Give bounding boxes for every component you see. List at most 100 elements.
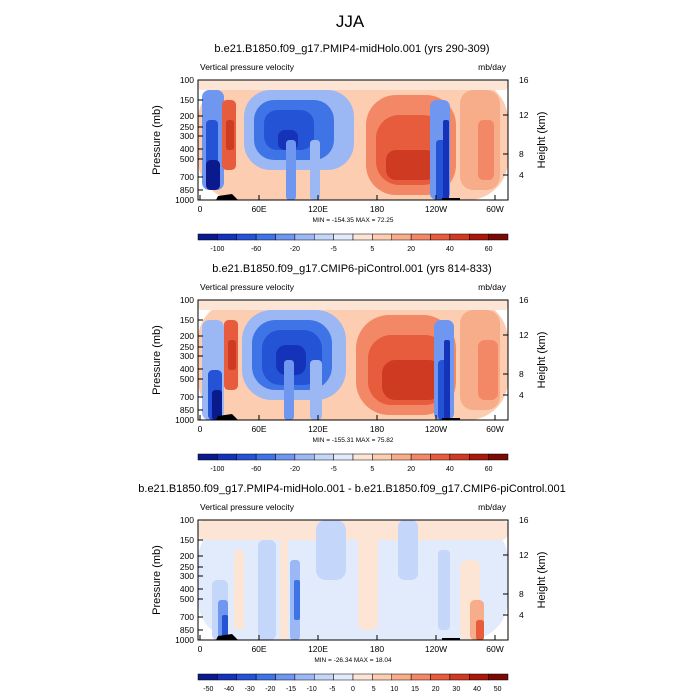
colorbar-swatch — [217, 453, 237, 461]
figure-title: JJA — [336, 12, 365, 31]
colorbar-label: 40 — [446, 466, 454, 473]
y-tick-label: 700 — [180, 392, 194, 402]
y-axis-title: Pressure (mb) — [151, 545, 163, 615]
colorbar-label: 0 — [351, 686, 355, 693]
plot-frame — [197, 299, 509, 421]
contour-region — [212, 390, 222, 420]
y-right-axis-title: Height (km) — [536, 332, 548, 389]
terrain-mask — [216, 634, 238, 640]
panel-title: b.e21.B1850.f09_g17.PMIP4-midHolo.001 (y… — [214, 43, 489, 55]
x-tick-label: 60W — [486, 644, 503, 654]
colorbar-swatch — [410, 233, 431, 241]
y-tick-label: 400 — [180, 144, 194, 154]
colorbar-swatch — [217, 233, 237, 241]
contour-region — [316, 520, 346, 580]
x-tick-label: 180 — [370, 424, 384, 434]
colorbar-swatch — [488, 233, 509, 241]
colorbar-swatch — [410, 453, 431, 461]
y-tick-label: 300 — [180, 571, 194, 581]
colorbar-swatch — [372, 673, 392, 681]
colorbar-swatch — [449, 673, 470, 681]
colorbar-label: -60 — [251, 246, 261, 253]
contour-region — [228, 340, 236, 370]
contour-field — [198, 300, 508, 420]
colorbar-label: -100 — [210, 466, 224, 473]
contour-region — [398, 520, 418, 580]
colorbar-label: 5 — [370, 246, 374, 253]
colorbar-swatch — [372, 453, 392, 461]
units-label: mb/day — [478, 502, 507, 512]
contour-region — [443, 120, 449, 200]
colorbar-swatch — [372, 233, 392, 241]
variable-label: Vertical pressure velocity — [200, 62, 295, 72]
colorbar-label: 30 — [452, 686, 460, 693]
colorbar-swatch — [275, 673, 296, 681]
stats-label: MIN = -26.34 MAX = 18.04 — [314, 657, 392, 664]
contour-region — [198, 520, 508, 540]
y-right-tick-label: 4 — [519, 610, 524, 620]
colorbar-swatch — [255, 233, 276, 241]
plot-frame — [197, 519, 509, 641]
x-tick-label: 0 — [198, 644, 203, 654]
colorbar-swatch — [275, 233, 296, 241]
colorbar-label: 60 — [485, 246, 493, 253]
stats-label: MIN = -155.31 MAX = 75.82 — [313, 437, 394, 444]
y-tick-label: 250 — [180, 342, 194, 352]
y-tick-label: 500 — [180, 594, 194, 604]
contour-region — [478, 340, 498, 400]
colorbar-swatch — [430, 453, 451, 461]
contour-region — [294, 580, 300, 620]
colorbar-swatch — [255, 453, 276, 461]
colorbar-swatch — [333, 673, 354, 681]
colorbar-label: 50 — [494, 686, 502, 693]
contour-region — [198, 80, 508, 90]
colorbar-label: -10 — [307, 686, 317, 693]
x-tick-label: 60W — [486, 424, 503, 434]
contour-region — [476, 620, 484, 640]
colorbar-swatch — [391, 673, 412, 681]
y-right-tick-label: 12 — [519, 110, 529, 120]
x-tick-label: 120E — [308, 204, 328, 214]
colorbar-swatch — [449, 233, 470, 241]
colorbar-swatch — [314, 453, 334, 461]
colorbar-swatch — [488, 673, 509, 681]
colorbar-swatch — [236, 673, 257, 681]
colorbar-swatch — [352, 453, 373, 461]
colorbar-swatch — [197, 673, 218, 681]
colorbar-swatch — [275, 453, 296, 461]
colorbar-swatch — [410, 673, 431, 681]
colorbar-label: -100 — [210, 246, 224, 253]
colorbar-swatch — [469, 453, 489, 461]
variable-label: Vertical pressure velocity — [200, 502, 295, 512]
y-right-tick-label: 16 — [519, 75, 529, 85]
contour-region — [198, 300, 508, 310]
stats-label: MIN = -154.35 MAX = 72.25 — [313, 217, 394, 224]
y-right-tick-label: 8 — [519, 589, 524, 599]
y-tick-label: 150 — [180, 315, 194, 325]
colorbar-label: -20 — [290, 246, 300, 253]
colorbar-swatch — [469, 673, 489, 681]
contour-region — [258, 540, 276, 640]
panel-title: b.e21.B1850.f09_g17.PMIP4-midHolo.001 - … — [138, 483, 565, 495]
y-right-tick-label: 12 — [519, 330, 529, 340]
colorbar-label: -20 — [290, 466, 300, 473]
y-tick-label: 700 — [180, 172, 194, 182]
colorbar-label: 40 — [473, 686, 481, 693]
colorbar-label: -40 — [224, 686, 234, 693]
colorbar-swatch — [314, 233, 334, 241]
colorbar-label: 5 — [370, 466, 374, 473]
x-tick-label: 120W — [425, 204, 447, 214]
y-tick-label: 400 — [180, 364, 194, 374]
colorbar-swatch — [314, 673, 334, 681]
contour-region — [276, 345, 306, 375]
colorbar-swatch — [333, 233, 354, 241]
y-right-tick-label: 8 — [519, 149, 524, 159]
terrain-mask — [442, 638, 460, 640]
colorbar-swatch — [333, 453, 354, 461]
contour-field — [198, 520, 508, 640]
colorbar-label: 15 — [411, 686, 419, 693]
x-tick-label: 0 — [198, 204, 203, 214]
x-tick-label: 60E — [251, 204, 266, 214]
terrain-mask — [216, 414, 238, 420]
